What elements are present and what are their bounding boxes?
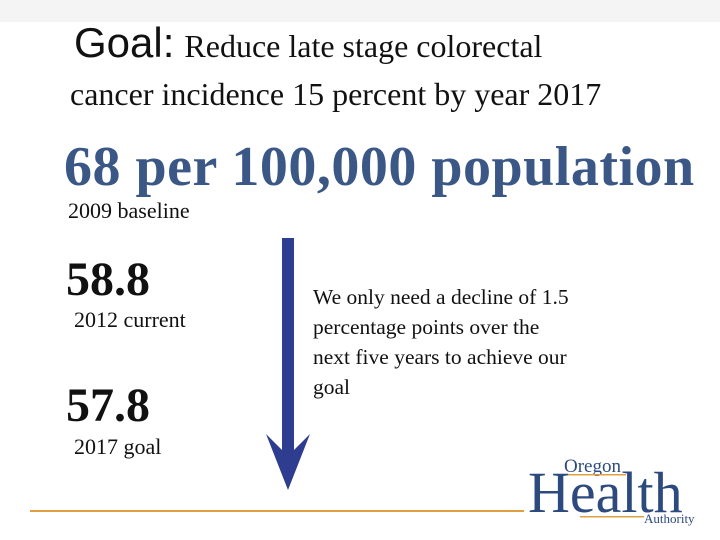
- logo-top-text: Oregon: [564, 456, 621, 477]
- goal-label: Goal:: [74, 19, 175, 66]
- logo-accent-line: [564, 474, 626, 476]
- logo-main-text: Health: [528, 460, 683, 525]
- divider-rule: [30, 510, 524, 512]
- goal-heading: Goal: Reduce late stage colorectal: [74, 20, 542, 69]
- top-bar: [0, 0, 720, 22]
- oregon-health-authority-logo: Oregon Health Authority: [528, 456, 695, 526]
- goal-value: 57.8: [66, 379, 150, 432]
- decline-note: We only need a decline of 1.5 percentage…: [313, 285, 569, 399]
- baseline-value: 68 per 100,000 population: [64, 136, 695, 198]
- goal-text-line1: Reduce late stage colorectal: [184, 28, 543, 64]
- logo-bottom-text: Authority: [644, 511, 695, 526]
- goal-year-label: 2017 goal: [74, 434, 162, 459]
- logo-accent-line-2: [580, 516, 644, 518]
- current-label: 2012 current: [74, 307, 186, 332]
- baseline-label: 2009 baseline: [68, 198, 190, 223]
- goal-text-line2: cancer incidence 15 percent by year 2017: [70, 76, 602, 112]
- down-arrow-icon: [266, 238, 310, 490]
- current-value: 58.8: [66, 253, 150, 306]
